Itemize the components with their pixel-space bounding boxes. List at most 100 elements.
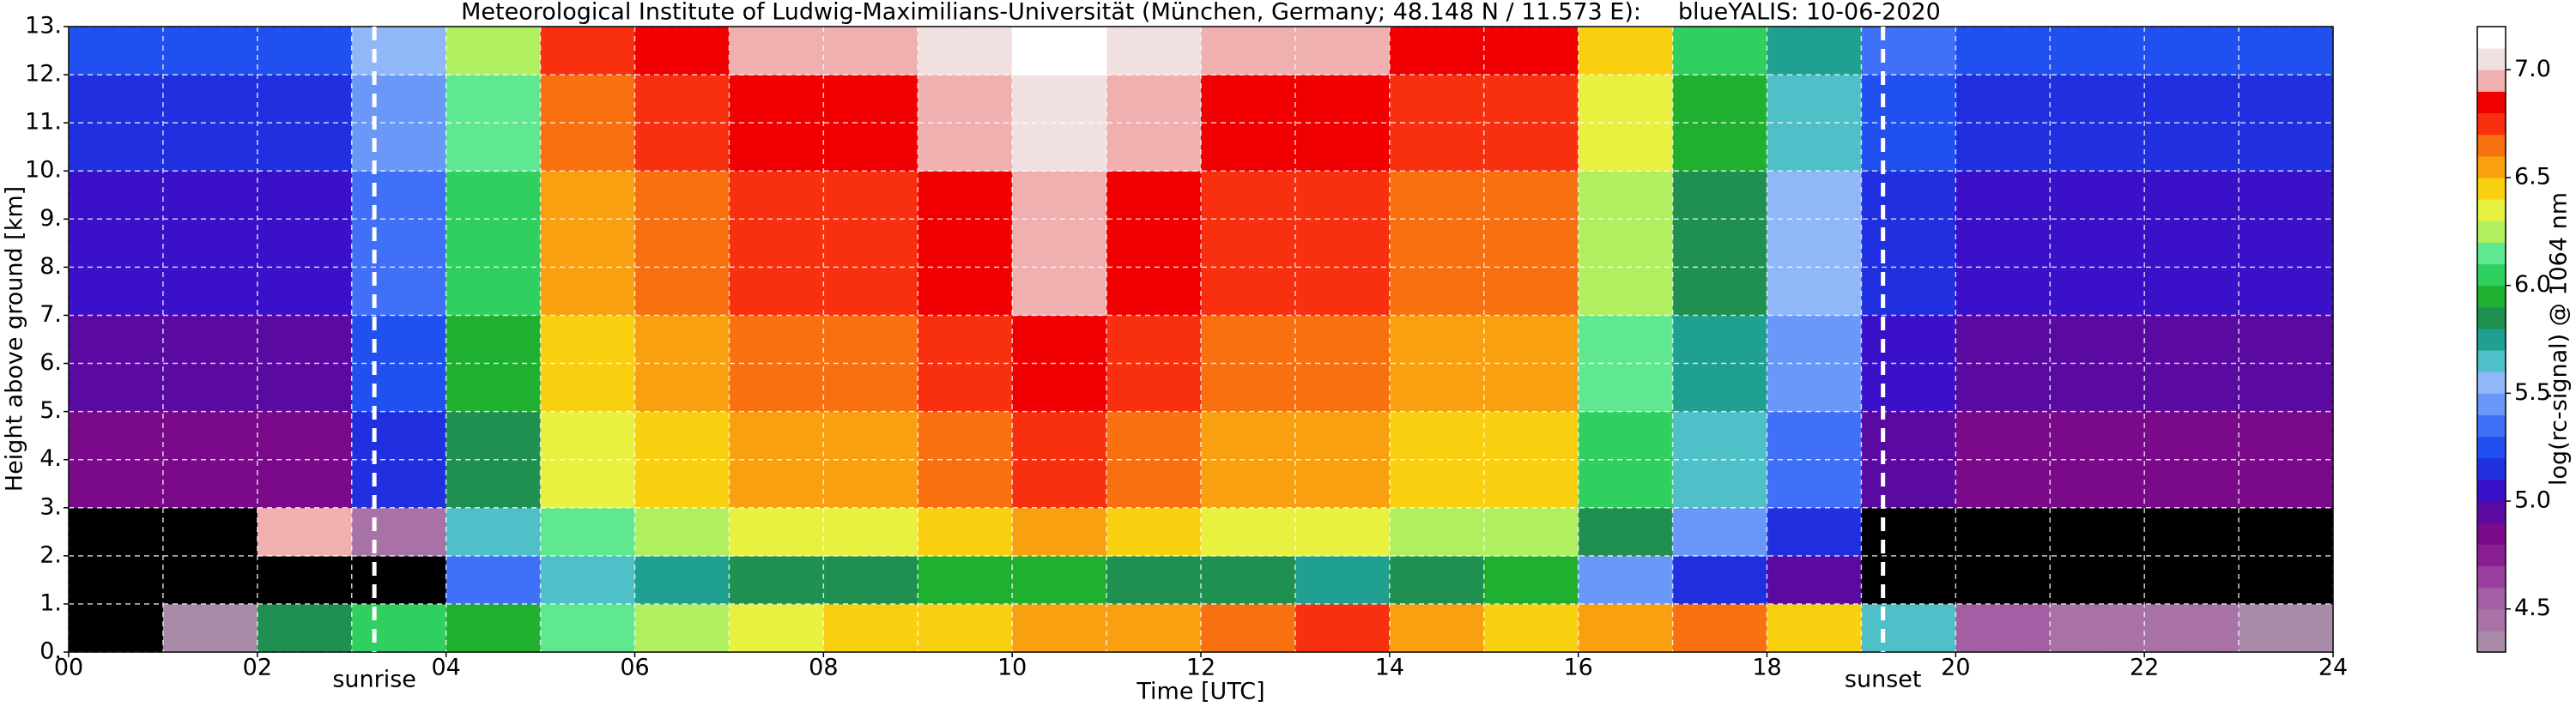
heatmap-cell	[2144, 171, 2240, 220]
x-tick-label: 24	[2318, 655, 2348, 681]
heatmap-cell	[1294, 75, 1391, 124]
heatmap-cell	[1955, 219, 2051, 268]
y-axis-label: Height above ground [km]	[2, 186, 28, 492]
heatmap-cell	[729, 507, 824, 557]
plot-frame	[68, 26, 2334, 653]
heatmap-cell	[257, 219, 353, 268]
colorbar-bin	[2477, 48, 2506, 70]
heatmap-cell	[2239, 171, 2334, 220]
heatmap-cell	[918, 219, 1013, 268]
heatmap-cell	[1012, 75, 1107, 124]
heatmap-cell	[1483, 267, 1579, 316]
heatmap-cell	[69, 507, 164, 557]
heatmap-cell	[445, 123, 542, 172]
heatmap-cell	[1201, 459, 1296, 509]
x-tick-label: 04	[431, 655, 460, 681]
heatmap-cell	[634, 459, 730, 509]
heatmap-cell	[2144, 603, 2240, 653]
heatmap-cell	[1201, 171, 1296, 220]
heatmap-cell	[1012, 555, 1107, 605]
colorbar-bin	[2477, 608, 2506, 631]
heatmap-cell	[1389, 603, 1485, 653]
heatmap-cell	[1012, 123, 1107, 172]
heatmap-cell	[1201, 219, 1296, 268]
heatmap-cell	[1201, 123, 1296, 172]
colorbar-bin	[2477, 199, 2506, 221]
heatmap-cell	[1012, 507, 1107, 557]
heatmap-cell	[2239, 555, 2334, 605]
heatmap-cell	[823, 507, 918, 557]
colorbar-bin	[2477, 285, 2506, 308]
heatmap-cell	[257, 75, 353, 124]
heatmap-cell	[162, 459, 258, 509]
heatmap-cell	[1389, 507, 1485, 557]
heatmap-cell	[351, 123, 447, 172]
heatmap-cell	[1201, 555, 1296, 605]
heatmap-cell	[918, 507, 1013, 557]
heatmap-cell	[2144, 459, 2240, 509]
heatmap-cell	[257, 507, 353, 557]
colorbar-tick-label: 5.0	[2514, 487, 2551, 514]
heatmap-cell	[2239, 459, 2334, 509]
heatmap-cell	[1578, 459, 1674, 509]
heatmap-cell	[823, 411, 918, 461]
heatmap-cell	[351, 363, 447, 413]
y-tick-label: 9.	[39, 205, 62, 232]
y-tick-label: 8.	[39, 253, 62, 280]
heatmap-cell	[257, 267, 353, 316]
heatmap-cell	[351, 507, 447, 557]
heatmap-cell	[162, 27, 258, 76]
heatmap-cell	[1294, 555, 1391, 605]
heatmap-cell	[1294, 507, 1391, 557]
heatmap-cell	[257, 555, 353, 605]
heatmap-cell	[1861, 171, 1956, 220]
heatmap-cell	[2144, 363, 2240, 413]
heatmap-cell	[1294, 267, 1391, 316]
heatmap-cell	[2239, 603, 2334, 653]
heatmap-cell	[1578, 75, 1674, 124]
y-tick-label: 3.	[39, 493, 62, 520]
heatmap-cell	[1955, 171, 2051, 220]
heatmap-cell	[445, 267, 542, 316]
event-label: sunset	[1845, 667, 1922, 693]
heatmap-cell	[351, 171, 447, 220]
heatmap-cell	[918, 555, 1013, 605]
heatmap-cell	[1012, 219, 1107, 268]
y-tick-label: 7.	[39, 301, 62, 328]
heatmap-cell	[2050, 171, 2145, 220]
heatmap-cell	[2144, 267, 2240, 316]
heatmap-cell	[823, 267, 918, 316]
heatmap-cell	[69, 555, 164, 605]
heatmap-cell	[1672, 459, 1767, 509]
heatmap-cell	[162, 171, 258, 220]
y-tick-label: 5.	[39, 397, 62, 424]
heatmap-cell	[1389, 459, 1485, 509]
colorbar-bin	[2477, 328, 2506, 351]
heatmap-cell	[69, 219, 164, 268]
x-tick-label: 22	[2130, 655, 2159, 681]
heatmap-cell	[162, 267, 258, 316]
heatmap-cell	[823, 27, 918, 76]
heatmap-cell	[1955, 603, 2051, 653]
heatmap-cell	[1767, 507, 1862, 557]
heatmap-cell	[2239, 219, 2334, 268]
heatmap-cell	[445, 219, 542, 268]
heatmap-cell	[823, 171, 918, 220]
heatmap-cell	[540, 411, 635, 461]
heatmap-cell	[69, 363, 164, 413]
heatmap-cell	[1767, 171, 1862, 220]
chart-title: Meteorological Institute of Ludwig-Maxim…	[461, 0, 1941, 26]
colorbar-bin	[2477, 112, 2506, 136]
heatmap-cell	[1106, 75, 1202, 124]
heatmap-cell	[1767, 603, 1862, 653]
heatmap-cell	[1861, 27, 1956, 76]
heatmap-cell	[1578, 411, 1674, 461]
heatmap-cell	[351, 267, 447, 316]
heatmap-cell	[1106, 603, 1202, 653]
x-tick-label: 08	[809, 655, 838, 681]
heatmap-cell	[823, 123, 918, 172]
heatmap-cell	[1578, 27, 1674, 76]
colorbar-bin	[2477, 587, 2506, 610]
colorbar-bin	[2477, 479, 2506, 502]
heatmap-cell	[2239, 411, 2334, 461]
